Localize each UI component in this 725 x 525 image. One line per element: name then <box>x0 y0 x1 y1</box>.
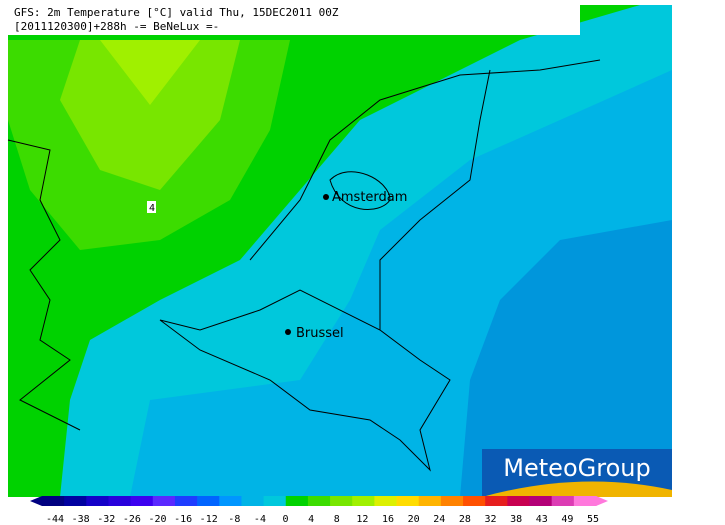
header-line: GFS: 2m Temperature [°C] valid Thu, 15DE… <box>14 6 339 19</box>
colorbar-segment <box>152 496 176 506</box>
colorbar-segment <box>197 496 220 506</box>
colorbar-label: 12 <box>356 514 368 525</box>
colorbar-segment <box>352 496 375 506</box>
colorbar-segment <box>108 496 132 506</box>
colorbar-segment <box>529 496 553 506</box>
colorbar-segment <box>174 496 198 506</box>
colorbar-segment <box>263 496 287 506</box>
colorbar-label: 0 <box>283 514 289 525</box>
colorbar-segment <box>440 496 464 506</box>
colorbar-segment <box>219 496 242 506</box>
header-line: [2011120300]+288h -= BeNeLux =- <box>14 20 219 33</box>
yellow-green-zone <box>60 40 240 190</box>
colorbar-segment <box>418 496 442 506</box>
colorbar-arrow <box>30 496 42 506</box>
colorbar-label: 55 <box>587 514 599 525</box>
colorbar-segment <box>330 496 353 506</box>
colorbar-segment <box>130 496 154 506</box>
contour-label: 4 <box>149 203 155 214</box>
city-label: Brussel <box>296 326 344 341</box>
header-box <box>8 5 580 35</box>
colorbar-label: -12 <box>200 514 218 525</box>
colorbar-label: 43 <box>536 514 548 525</box>
colorbar-label: -4 <box>254 514 266 525</box>
colorbar-segment <box>573 496 597 506</box>
colorbar-label: -26 <box>123 514 141 525</box>
colorbar-label: 38 <box>510 514 522 525</box>
colorbar-label: -8 <box>228 514 240 525</box>
city-label: Amsterdam <box>332 190 407 205</box>
colorbar-segment <box>241 496 265 506</box>
colorbar-segment <box>485 496 508 506</box>
colorbar-label: -38 <box>72 514 90 525</box>
colorbar-label: 24 <box>433 514 445 525</box>
colorbar-label: -16 <box>174 514 192 525</box>
colorbar-segment <box>86 496 109 506</box>
logo-swoosh <box>482 481 672 497</box>
colorbar-segment <box>374 496 398 506</box>
colorbar-segment <box>396 496 420 506</box>
colorbar-label: 28 <box>459 514 471 525</box>
city-dot <box>323 194 329 200</box>
colorbar-segment <box>307 496 331 506</box>
colorbar-label: -32 <box>97 514 115 525</box>
colorbar-segment <box>507 496 531 506</box>
contour-label-box <box>147 201 156 213</box>
borders <box>7 59 601 472</box>
colorbar-label: 49 <box>561 514 573 525</box>
colorbar-segment <box>551 496 575 506</box>
colorbar-segment <box>285 496 309 506</box>
yellow-zone <box>100 40 200 105</box>
logo: MeteoGroup <box>503 454 650 482</box>
dark-blue-zone <box>460 220 672 497</box>
colorbar-arrow <box>596 496 608 506</box>
colorbar-label: 32 <box>485 514 497 525</box>
colorbar-label: 16 <box>382 514 394 525</box>
colorbar-label: 8 <box>334 514 340 525</box>
colorbar-label: -20 <box>148 514 166 525</box>
colorbar-label: 4 <box>308 514 314 525</box>
colorbar-label: 20 <box>408 514 420 525</box>
colorbar-segment <box>64 496 87 506</box>
colorbar-segment <box>42 496 65 506</box>
colorbar-segment <box>463 496 486 506</box>
city-dot <box>285 329 291 335</box>
colorbar-label: -44 <box>46 514 64 525</box>
